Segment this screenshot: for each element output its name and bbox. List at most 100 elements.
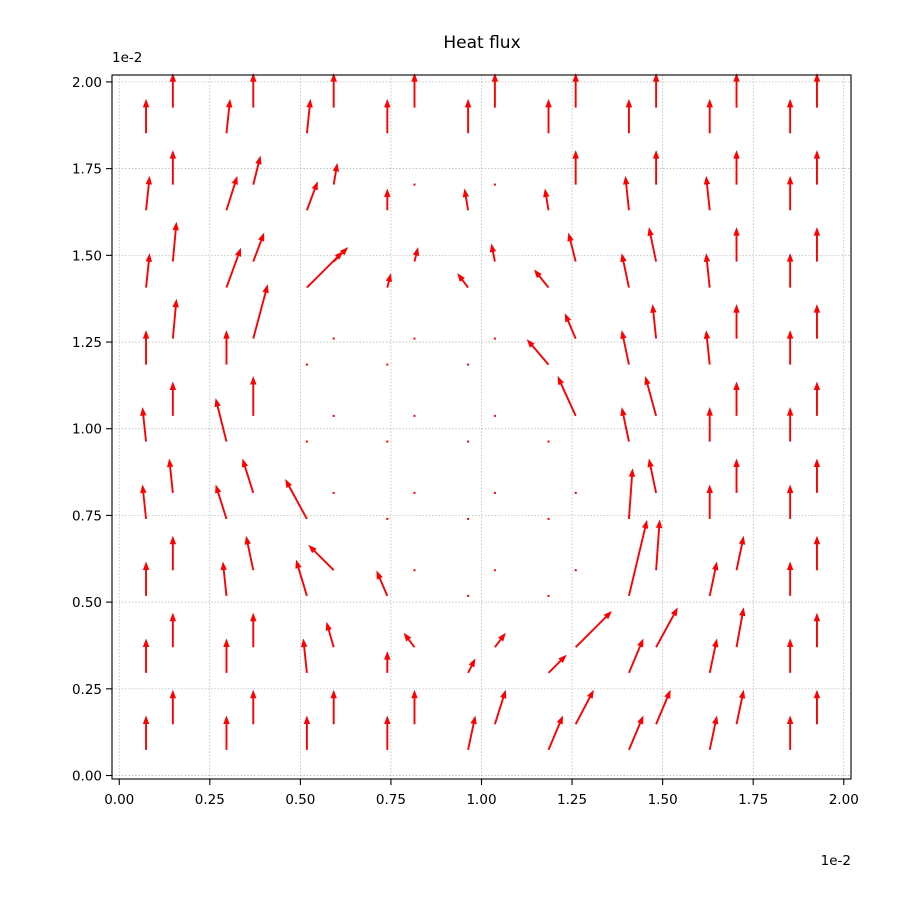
flux-arrow bbox=[412, 247, 420, 262]
flux-arrow bbox=[706, 98, 713, 134]
flux-arrow bbox=[786, 715, 794, 750]
flux-arrow bbox=[305, 363, 308, 366]
flux-arrow bbox=[574, 689, 594, 725]
flux-arrow bbox=[813, 612, 821, 648]
y-tick-label: 1.75 bbox=[72, 162, 102, 178]
flux-arrow bbox=[572, 150, 579, 185]
flux-arrow bbox=[647, 227, 658, 262]
flux-arrow bbox=[655, 607, 678, 648]
flux-arrow bbox=[623, 175, 630, 211]
flux-arrow bbox=[733, 150, 740, 185]
flux-arrow bbox=[169, 73, 177, 108]
flux-arrow bbox=[813, 458, 821, 493]
flux-arrow bbox=[627, 468, 636, 519]
flux-arrow bbox=[225, 247, 242, 288]
flux-arrow bbox=[703, 330, 711, 365]
flux-arrow bbox=[545, 98, 552, 134]
axis-ticks: 0.00 0.25 0.50 0.75 1.00 1.25 1.50 1.75 2.00 0.00… bbox=[72, 75, 859, 808]
flux-arrow bbox=[166, 458, 174, 493]
flux-arrow bbox=[467, 658, 476, 674]
flux-arrow bbox=[413, 569, 416, 572]
flux-arrow bbox=[620, 330, 630, 365]
flux-arrow bbox=[493, 414, 496, 417]
flux-arrow bbox=[169, 612, 177, 648]
flux-arrow bbox=[250, 376, 257, 416]
flux-arrow bbox=[252, 155, 262, 185]
flux-arrow bbox=[628, 638, 644, 674]
flux-arrow bbox=[384, 98, 391, 134]
flux-arrow bbox=[325, 621, 335, 648]
flux-arrow bbox=[250, 689, 257, 725]
flux-arrow bbox=[547, 654, 567, 674]
y-axis-offset-label: 1e-2 bbox=[112, 50, 142, 66]
flux-arrow bbox=[493, 337, 496, 340]
flux-arrow bbox=[733, 227, 740, 262]
flux-arrow bbox=[244, 535, 255, 571]
quiver-arrows bbox=[140, 73, 821, 751]
flux-arrow bbox=[813, 227, 821, 262]
flux-arrow bbox=[140, 484, 147, 519]
flux-arrow bbox=[332, 162, 340, 185]
flux-arrow bbox=[786, 253, 794, 288]
flux-arrow bbox=[735, 535, 746, 571]
flux-arrow bbox=[467, 594, 470, 597]
x-tick-label: 1.50 bbox=[648, 792, 678, 808]
flux-arrow bbox=[644, 376, 658, 417]
flux-arrow bbox=[813, 689, 821, 725]
flux-arrow bbox=[225, 98, 233, 134]
flux-arrow bbox=[567, 232, 577, 262]
flux-arrow bbox=[733, 458, 740, 493]
flux-arrow bbox=[215, 484, 228, 520]
flux-arrow bbox=[575, 610, 612, 648]
flux-arrow bbox=[411, 689, 418, 725]
flux-arrow bbox=[572, 73, 579, 108]
flux-arrow bbox=[241, 458, 255, 494]
flux-arrow bbox=[169, 150, 177, 185]
flux-arrow bbox=[457, 273, 469, 289]
flux-arrow bbox=[628, 519, 649, 597]
flux-arrow bbox=[385, 273, 392, 288]
flux-arrow bbox=[305, 440, 308, 443]
flux-arrow bbox=[708, 715, 719, 751]
flux-arrow bbox=[735, 607, 746, 648]
flux-arrow bbox=[786, 638, 794, 673]
flux-arrow bbox=[813, 535, 821, 571]
flux-arrow bbox=[171, 298, 179, 339]
flux-arrow bbox=[564, 313, 577, 339]
flux-arrow bbox=[733, 381, 740, 416]
flux-arrow bbox=[786, 98, 794, 134]
flux-arrow bbox=[225, 175, 238, 211]
y-tick-label: 2.00 bbox=[72, 75, 102, 91]
flux-arrow bbox=[169, 689, 177, 725]
flux-arrow bbox=[386, 440, 389, 443]
flux-arrow bbox=[706, 484, 713, 519]
flux-arrow bbox=[142, 715, 150, 750]
y-tick-label: 0.00 bbox=[72, 769, 102, 785]
x-tick-label: 0.00 bbox=[104, 792, 134, 808]
flux-arrow bbox=[625, 98, 633, 134]
flux-arrow bbox=[142, 98, 150, 134]
flux-arrow bbox=[547, 440, 550, 443]
flux-arrow bbox=[303, 715, 311, 750]
flux-arrow bbox=[250, 612, 257, 648]
flux-arrow bbox=[735, 689, 746, 725]
flux-arrow bbox=[223, 330, 230, 365]
flux-arrow bbox=[703, 175, 711, 211]
flux-arrow bbox=[574, 569, 577, 572]
flux-arrow bbox=[250, 73, 257, 108]
flux-arrow bbox=[813, 304, 821, 339]
y-tick-label: 0.50 bbox=[72, 595, 102, 611]
flux-arrow bbox=[145, 175, 152, 211]
flux-arrow bbox=[300, 638, 308, 673]
flux-arrow bbox=[733, 73, 740, 108]
y-tick-label: 1.00 bbox=[72, 422, 102, 438]
flux-arrow bbox=[223, 715, 230, 750]
flux-arrow bbox=[305, 98, 313, 134]
flux-arrow bbox=[786, 175, 794, 211]
flux-arrow bbox=[330, 689, 337, 725]
flux-arrow bbox=[464, 98, 472, 134]
flux-arrow bbox=[786, 407, 794, 442]
flux-arrow bbox=[543, 188, 550, 211]
flux-arrow bbox=[145, 253, 152, 288]
